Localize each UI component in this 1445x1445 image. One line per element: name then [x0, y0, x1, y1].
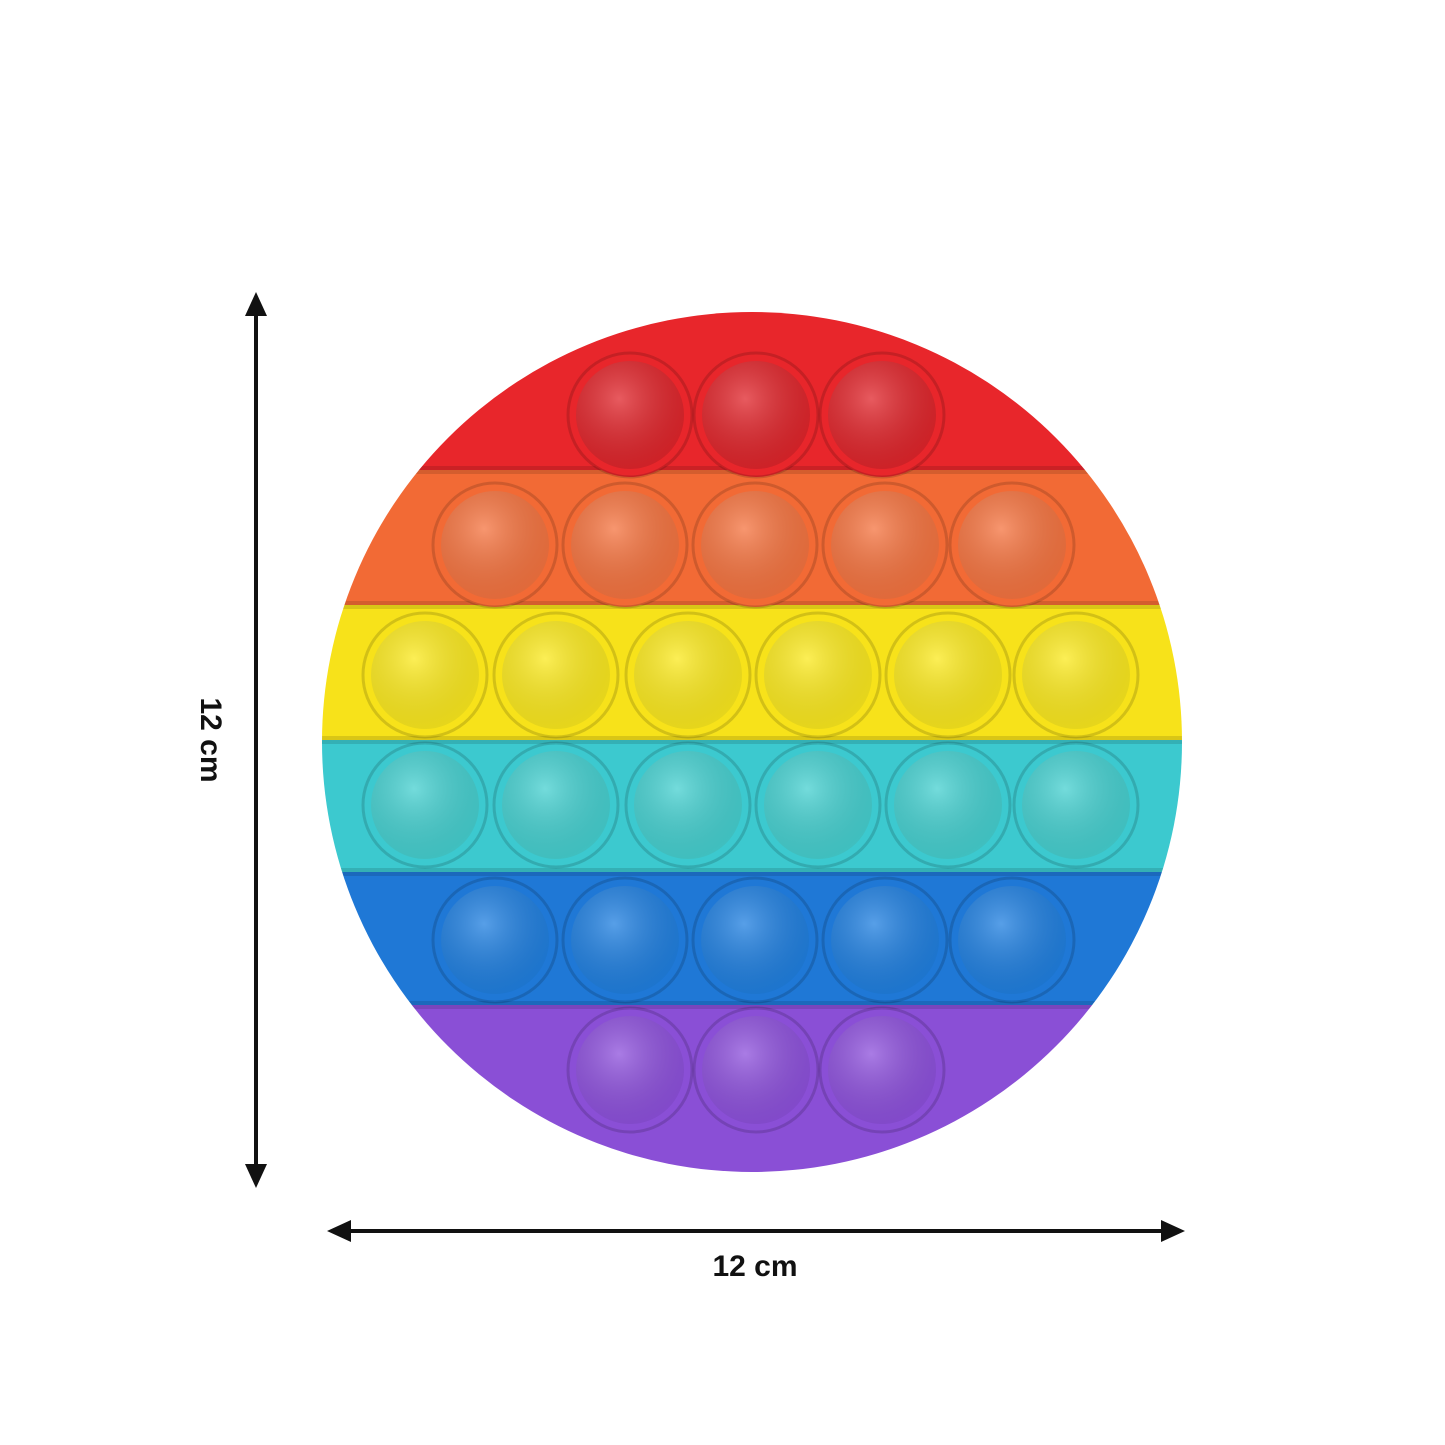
- bubble[interactable]: [561, 876, 689, 1004]
- bubble[interactable]: [754, 611, 882, 739]
- band-divider: [322, 868, 1182, 876]
- bubble[interactable]: [566, 351, 694, 479]
- height-label: 12 cm: [194, 697, 227, 783]
- bubble[interactable]: [624, 741, 752, 869]
- bubble[interactable]: [492, 611, 620, 739]
- bubble[interactable]: [821, 876, 949, 1004]
- bubble[interactable]: [431, 481, 559, 609]
- bubble[interactable]: [691, 481, 819, 609]
- height-arrow: [245, 292, 267, 1188]
- band-divider: [322, 736, 1182, 744]
- bubble[interactable]: [821, 481, 949, 609]
- bubble[interactable]: [561, 481, 689, 609]
- bubble[interactable]: [431, 876, 559, 1004]
- bubble[interactable]: [818, 351, 946, 479]
- band-divider: [322, 1001, 1182, 1009]
- bubble[interactable]: [884, 611, 1012, 739]
- bubble[interactable]: [818, 1006, 946, 1134]
- bubble[interactable]: [948, 876, 1076, 1004]
- bubble[interactable]: [361, 611, 489, 739]
- bubble[interactable]: [948, 481, 1076, 609]
- bubble[interactable]: [624, 611, 752, 739]
- bubble[interactable]: [884, 741, 1012, 869]
- bubble[interactable]: [492, 741, 620, 869]
- bubble[interactable]: [692, 1006, 820, 1134]
- bubble[interactable]: [566, 1006, 694, 1134]
- bubble[interactable]: [1012, 611, 1140, 739]
- bubble[interactable]: [754, 741, 882, 869]
- width-label: 12 cm: [712, 1250, 798, 1283]
- bubble[interactable]: [1012, 741, 1140, 869]
- bubble[interactable]: [691, 876, 819, 1004]
- width-arrow: [327, 1220, 1185, 1242]
- bubble[interactable]: [692, 351, 820, 479]
- bubble[interactable]: [361, 741, 489, 869]
- bubble-grid: [361, 351, 1140, 1134]
